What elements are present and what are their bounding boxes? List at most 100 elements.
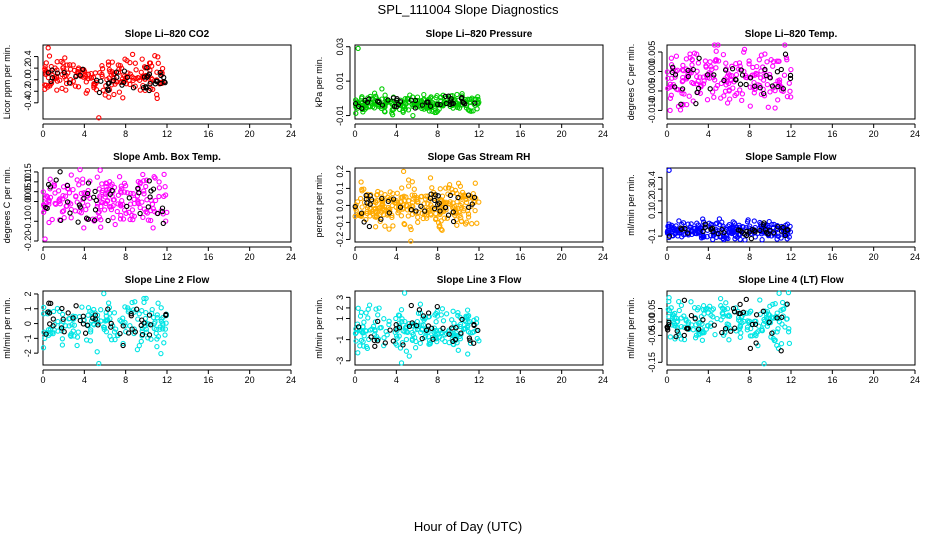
data-point: [408, 226, 414, 233]
reference-series: [45, 65, 168, 96]
data-point: [747, 103, 753, 109]
data-point: [700, 216, 706, 222]
reference-point: [50, 316, 56, 322]
reference-point: [366, 223, 373, 230]
outlier-point: [96, 115, 102, 121]
data-point: [59, 311, 66, 318]
x-tick-label: 8: [435, 375, 440, 385]
data-point: [375, 188, 381, 195]
data-point: [451, 341, 457, 348]
data-point: [382, 108, 388, 115]
data-point: [710, 74, 716, 81]
data-point: [678, 323, 685, 330]
reference-point: [368, 334, 374, 340]
reference-point: [113, 69, 120, 75]
data-point: [402, 318, 408, 325]
data-point: [41, 304, 47, 311]
y-tick-label: -0.2: [335, 232, 345, 248]
y-tick-label: 0.00: [23, 193, 33, 211]
reference-point: [761, 90, 767, 97]
data-point: [369, 208, 376, 214]
data-point: [766, 224, 773, 231]
y-axis-label: ml/min per min.: [626, 174, 636, 236]
x-tick-label: 12: [786, 375, 796, 385]
data-point: [411, 192, 418, 198]
data-point: [693, 332, 700, 338]
data-point: [137, 204, 143, 211]
reference-point: [774, 69, 781, 75]
data-point: [139, 199, 145, 205]
x-axis: 0 4 8 12 16 20 24: [352, 123, 608, 139]
data-point: [104, 317, 110, 323]
data-point: [81, 225, 87, 231]
data-point: [669, 75, 675, 81]
reference-series: [352, 191, 478, 230]
data-point: [677, 107, 684, 113]
reference-point: [685, 67, 691, 74]
data-point: [97, 167, 103, 173]
reference-point: [425, 310, 432, 316]
chart-panel: Slope Amb. Box Temp. 0 4 8 12 16 20 24 -0.20-0.1…: [2, 152, 296, 262]
data-point: [43, 60, 49, 66]
data-point: [156, 179, 162, 185]
reference-point: [95, 322, 101, 328]
reference-point: [136, 190, 142, 196]
data-point: [98, 203, 104, 210]
data-point: [52, 200, 58, 207]
x-tick-label: 0: [664, 252, 669, 262]
data-point: [159, 65, 166, 72]
data-point: [105, 59, 112, 65]
data-point: [673, 223, 679, 229]
y-axis: -0.01 0.01 0.03 kPa per min.: [314, 38, 351, 126]
x-tick-label: 0: [40, 252, 45, 262]
data-point: [40, 189, 46, 195]
reference-point: [84, 322, 91, 328]
x-axis: 0 4 8 12 16 20 24: [664, 369, 920, 385]
data-point: [464, 324, 470, 331]
reference-series: [43, 169, 166, 227]
data-point: [474, 99, 481, 105]
data-point: [688, 322, 695, 328]
data-point: [363, 310, 369, 316]
outlier-point: [410, 112, 416, 119]
y-tick-label: 3: [335, 295, 345, 300]
reference-point: [54, 70, 61, 76]
data-point: [776, 319, 783, 325]
reference-point: [159, 205, 166, 211]
reference-point: [372, 343, 378, 349]
data-point: [154, 95, 160, 102]
data-point: [669, 232, 676, 239]
reference-point: [406, 323, 413, 330]
data-point: [73, 194, 79, 200]
data-point: [98, 224, 104, 230]
reference-point: [782, 51, 789, 57]
data-point: [55, 328, 61, 334]
reference-point: [435, 193, 441, 199]
reference-point: [459, 94, 465, 101]
data-point: [680, 220, 687, 226]
plot-frame: [666, 167, 916, 243]
data-point: [748, 308, 754, 314]
reference-point: [432, 197, 438, 204]
reference-point: [685, 73, 691, 80]
data-point: [401, 193, 407, 199]
reference-point: [147, 81, 153, 87]
data-point: [676, 298, 682, 305]
data-point: [388, 100, 395, 107]
data-point: [110, 215, 116, 221]
data-point: [129, 299, 135, 306]
reference-point: [120, 323, 126, 329]
plot-frame: [354, 44, 604, 120]
data-point: [156, 185, 163, 191]
reference-point: [120, 342, 126, 349]
reference-point: [743, 296, 749, 303]
reference-point: [85, 180, 92, 186]
data-point: [116, 89, 123, 95]
reference-point: [730, 305, 737, 312]
data-point: [158, 305, 164, 311]
data-point: [689, 62, 695, 68]
data-point: [417, 340, 423, 346]
reference-point: [92, 312, 98, 318]
data-point: [453, 209, 459, 215]
data-point: [775, 326, 781, 332]
